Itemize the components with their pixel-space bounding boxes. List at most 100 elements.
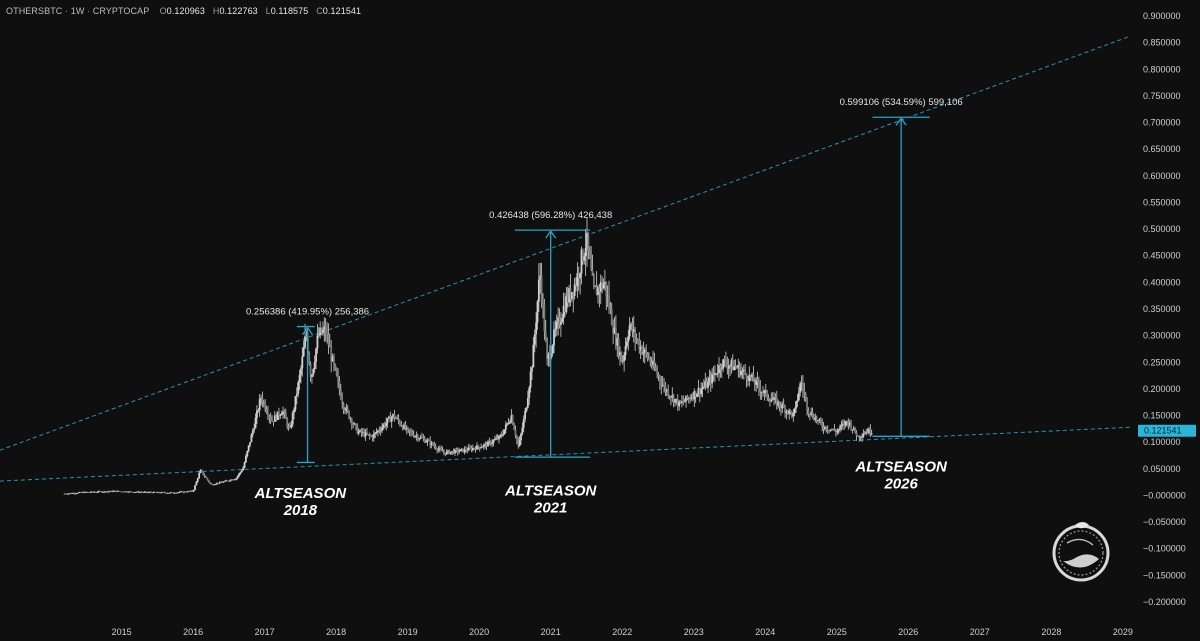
candle-body <box>382 424 385 428</box>
candle-body <box>590 257 593 270</box>
candle-body <box>370 435 372 437</box>
price-tick-label: 0.500000 <box>1143 224 1181 234</box>
candle-body <box>588 249 591 258</box>
candle-body <box>466 450 469 452</box>
candle-body <box>620 352 623 362</box>
candle-body <box>251 430 254 435</box>
candle-body <box>678 401 681 407</box>
candle-body <box>407 427 410 430</box>
price-tick-label: 0.650000 <box>1143 144 1181 154</box>
candle-body <box>217 483 220 484</box>
time-tick-label: 2018 <box>326 627 346 637</box>
candle-body <box>542 301 544 306</box>
candle-body <box>152 491 155 493</box>
close-label: C <box>316 6 323 16</box>
candle-body <box>390 417 393 422</box>
time-axis: 2015 2016 2017 2018 2019 2020 2021 2022 2023 2024… <box>112 627 1133 637</box>
candle-body <box>330 347 333 362</box>
candle-body <box>558 317 561 325</box>
candle-body <box>813 417 815 420</box>
candle-body <box>737 365 740 369</box>
candle-body <box>690 397 693 399</box>
candle-body <box>205 476 207 478</box>
candle-body <box>533 334 536 345</box>
candle-body <box>78 492 81 494</box>
candle-body <box>209 482 212 484</box>
candle-body <box>548 354 551 359</box>
current-price-badge: 0.121541 <box>1138 424 1196 437</box>
candle-body <box>606 295 609 297</box>
candle-body <box>231 479 234 481</box>
candle-body <box>868 428 870 434</box>
candle-body <box>165 492 168 494</box>
candle-body <box>715 373 718 374</box>
candle-body <box>393 413 396 419</box>
candle-body <box>452 450 455 454</box>
candle-body <box>703 386 705 388</box>
candle-body <box>194 485 196 490</box>
time-tick-label: 2016 <box>183 627 203 637</box>
price-tick-label: 0.900000 <box>1143 11 1181 21</box>
candle-body <box>223 481 225 483</box>
candle-body <box>300 368 302 376</box>
high-label: H <box>212 6 220 16</box>
candle-body <box>254 418 257 429</box>
candle-body <box>366 432 368 435</box>
candle-body <box>696 394 698 397</box>
candle-body <box>177 492 180 494</box>
candle-body <box>224 480 227 482</box>
candle-body <box>751 374 753 378</box>
candle-body <box>731 360 734 371</box>
price-tick-label: 0.600000 <box>1143 171 1181 181</box>
candle-body <box>481 446 484 448</box>
candle-body <box>843 423 846 426</box>
candle-body <box>440 448 443 450</box>
candle-body <box>630 323 632 326</box>
candle-body <box>830 429 833 431</box>
price-tick-label: −0.150000 <box>1143 570 1186 580</box>
candle-body <box>537 279 540 302</box>
candle-body <box>106 491 108 493</box>
candle-body <box>639 346 642 350</box>
candle-body <box>342 403 345 410</box>
candle-body <box>394 418 397 420</box>
candle-body <box>368 434 371 436</box>
candle-body <box>784 406 786 413</box>
candle-body <box>476 445 478 450</box>
candle-body <box>243 462 246 468</box>
candle-body <box>264 402 267 410</box>
candle-body <box>367 434 370 435</box>
ouroboros-serpent-icon <box>1052 522 1110 582</box>
candle-body <box>581 249 584 261</box>
candle-body <box>846 421 848 422</box>
candle-body <box>858 435 861 439</box>
candle-body <box>136 491 139 493</box>
candle-body <box>290 424 293 428</box>
altseason-label: ALTSEASON <box>854 458 948 475</box>
candle-body <box>632 329 635 332</box>
candle-body <box>145 491 148 493</box>
candle-body <box>602 283 605 289</box>
timeframe-label[interactable]: 1W <box>70 6 85 16</box>
candle-body <box>260 397 262 400</box>
candle-body <box>465 449 467 451</box>
candle-body <box>176 492 179 494</box>
candle-body <box>156 492 159 493</box>
candle-body <box>202 471 205 475</box>
candle-body <box>293 409 295 413</box>
candle-body <box>95 491 97 493</box>
candle-body <box>227 480 229 482</box>
candle-body <box>229 479 232 481</box>
candle-body <box>381 427 383 431</box>
candle-body <box>520 433 522 441</box>
candle-body <box>729 365 731 367</box>
candle-body <box>448 450 451 454</box>
candle-body <box>278 411 280 416</box>
candle-body <box>668 396 671 397</box>
candle-body <box>174 492 177 494</box>
candle-body <box>487 441 489 447</box>
candle-body <box>389 416 392 422</box>
symbol-name[interactable]: OTHERSBTC <box>6 6 63 16</box>
candle-body <box>510 415 513 422</box>
